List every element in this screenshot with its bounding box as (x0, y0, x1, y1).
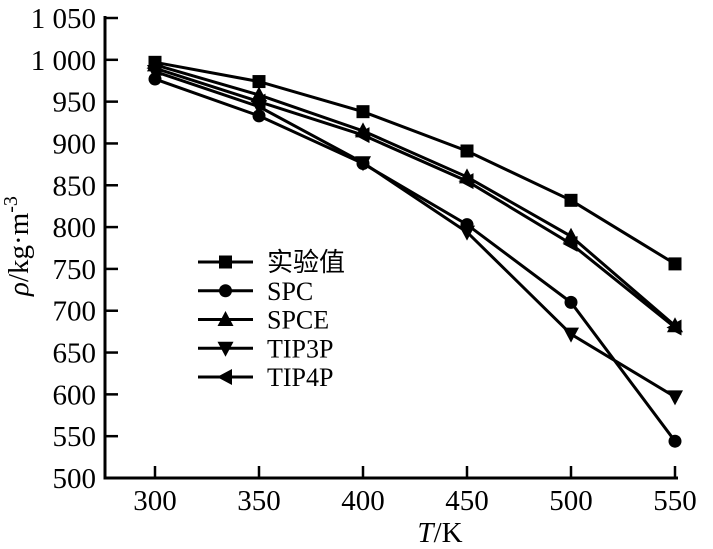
legend-item-spce: SPCE (198, 306, 329, 335)
series-line-tip3p (154, 70, 676, 399)
y-tick-label: 900 (53, 128, 97, 160)
triangle-up-icon (217, 311, 234, 326)
y-tick-label: 800 (53, 212, 97, 244)
y-tick-label: 750 (53, 254, 97, 286)
triangle-left-marker (146, 60, 162, 77)
x-axis-label: T/K (417, 517, 462, 549)
square-marker (668, 257, 682, 271)
y-tick-label: 1 000 (31, 45, 96, 77)
triangle-down-marker (355, 156, 371, 172)
axes: 500 550 600 650 700 750 800 850 900 950 1 000 1 050… (31, 3, 697, 517)
legend-label-experimental: 实验值 (267, 248, 345, 277)
square-marker (356, 105, 370, 119)
legend-item-experimental: 实验值 (198, 248, 345, 277)
series-experimental (148, 55, 682, 271)
y-tick-label: 550 (53, 421, 97, 453)
y-tick-label: 500 (53, 463, 97, 495)
series-line-tip4p (154, 66, 676, 329)
series-line-spc (154, 77, 677, 443)
y-axis-symbol: ρ (3, 282, 35, 297)
series-tip3p (147, 65, 683, 406)
circle-marker (564, 295, 578, 309)
y-tick-label: 600 (53, 379, 97, 411)
circle-icon (219, 284, 232, 298)
x-axis-symbol: T (417, 517, 435, 549)
y-tick-label: 1 050 (31, 3, 96, 35)
triangle-down-icon (217, 341, 234, 357)
triangle-down-marker (563, 327, 579, 343)
circle-marker (252, 109, 266, 123)
x-tick-label: 500 (549, 485, 593, 517)
triangle-left-marker (458, 173, 474, 190)
triangle-down-marker (459, 225, 475, 241)
legend-item-tip4p: TIP4P (198, 363, 333, 392)
data-series-group (146, 55, 683, 448)
circle-marker (668, 434, 682, 448)
legend-label-tip4p: TIP4P (267, 363, 333, 392)
x-tick-label: 300 (133, 485, 177, 517)
x-tick-label: 450 (445, 485, 489, 517)
series-line-spce (154, 63, 676, 327)
y-axis-label: ρ/kg·m-3 (0, 196, 35, 297)
x-tick-label: 550 (653, 485, 697, 517)
y-tick-label: 950 (53, 87, 97, 119)
triangle-left-icon (217, 369, 232, 385)
square-marker (564, 193, 578, 207)
x-tick-label: 400 (341, 485, 385, 517)
x-axis-unit: /K (434, 517, 463, 549)
y-axis-unit: /kg·m (3, 212, 35, 282)
y-tick-label: 650 (53, 338, 97, 370)
triangle-left-marker (666, 319, 682, 336)
triangle-left-marker (562, 235, 578, 252)
legend-item-tip3p: TIP3P (198, 334, 333, 363)
square-marker (252, 75, 266, 89)
square-icon (219, 255, 232, 269)
y-tick-label: 700 (53, 296, 97, 328)
y-axis-exponent: -3 (0, 196, 22, 213)
legend-label-spce: SPCE (267, 306, 329, 335)
triangle-left-marker (250, 93, 266, 110)
legend-label-tip3p: TIP3P (267, 334, 333, 363)
square-marker (460, 144, 474, 158)
legend-label-spc: SPC (267, 277, 313, 306)
y-tick-label: 850 (53, 170, 97, 202)
series-tip4p (146, 60, 682, 336)
x-tick-label: 350 (237, 485, 281, 517)
triangle-left-marker (354, 127, 370, 144)
series-line-experimental (154, 60, 676, 266)
triangle-down-marker (667, 390, 683, 406)
legend-item-spc: SPC (198, 277, 313, 306)
